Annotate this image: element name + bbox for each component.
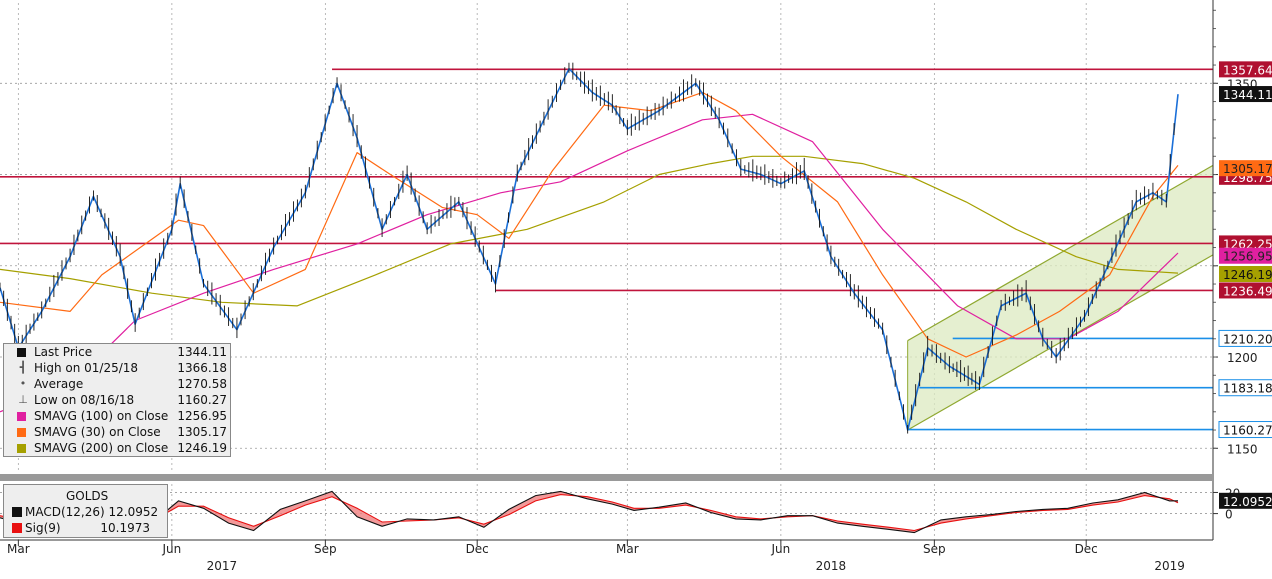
legend-value-low: 1160.27 — [177, 393, 227, 407]
value-tag-1256.95-bg — [1219, 247, 1272, 264]
series-layer — [0, 62, 1179, 434]
level-tag-1236.49-bg — [1219, 282, 1272, 299]
level-tag-1210.20: 1210.20 — [1223, 332, 1272, 346]
macd-tick-label: 0 — [1225, 508, 1233, 522]
price-tick-label: 1150 — [1227, 442, 1258, 456]
legend-label-low: Low on 08/16/18 — [34, 393, 135, 407]
level-tag-1160.27: 1160.27 — [1223, 424, 1272, 438]
level-tag-1236.49: 1236.49 — [1223, 284, 1272, 298]
legend-label-sma30: SMAVG (30) on Close — [34, 425, 161, 439]
level-tag-1357.64: 1357.64 — [1223, 63, 1272, 77]
legend-value-last-price: 1344.11 — [177, 345, 227, 359]
legend-swatch-last-price — [17, 348, 26, 357]
level-tag-1160.27-bg — [1218, 421, 1272, 439]
year-label: 2019 — [1154, 559, 1185, 573]
sma200-line — [0, 155, 1179, 307]
value-tag-1344.11-bg — [1219, 86, 1272, 103]
month-tick-label: Mar — [616, 542, 639, 556]
legend-label-high: High on 01/25/18 — [34, 361, 139, 375]
sma100-line — [0, 113, 1179, 413]
legend-swatch-sma200 — [17, 444, 26, 453]
year-label: 2018 — [816, 559, 847, 573]
macd-line — [0, 490, 1179, 534]
macd-value-tag-bg — [1219, 492, 1272, 509]
month-tick-label: Jun — [770, 542, 790, 556]
legend-swatch-sma30 — [17, 428, 26, 437]
macd-label: MACD(12,26) — [25, 505, 105, 519]
legend-value-sma30: 1305.17 — [177, 425, 227, 439]
signal-line — [0, 494, 1179, 532]
legend-value-average: 1270.58 — [177, 377, 227, 391]
low-marker-icon: ⊥ — [18, 393, 28, 406]
macd-value-tag: 12.0952 — [1223, 495, 1272, 509]
month-tick-label: Sep — [314, 542, 337, 556]
month-tick-label: Mar — [7, 542, 30, 556]
macd-legend: GOLDS MACD(12,26) 12.0952 Sig(9) 10.1973 — [3, 484, 168, 538]
labels-layer: 1357.641298.751262.251236.491210.201183.… — [1218, 61, 1272, 509]
month-tick-label: Dec — [1075, 542, 1098, 556]
legend-row-average: • Average 1270.58 — [4, 376, 230, 392]
value-tag-1246.19: 1246.19 — [1223, 268, 1272, 282]
macd-value: 12.0952 — [108, 505, 159, 519]
average-marker-icon: • — [19, 377, 27, 390]
value-tag-1344.11: 1344.11 — [1223, 88, 1272, 102]
legend-row-sma30: SMAVG (30) on Close 1305.17 — [4, 424, 230, 440]
value-tag-1305.17-bg — [1219, 160, 1272, 177]
macd-ticker-title: GOLDS — [66, 489, 109, 503]
level-tag-1357.64-bg — [1219, 61, 1272, 78]
levels-layer — [0, 68, 1213, 431]
month-tick-label: Jun — [161, 542, 181, 556]
signal-legend-row: Sig(9) 10.1973 — [12, 520, 150, 536]
month-tick-label: Sep — [923, 542, 946, 556]
signal-value: 10.1973 — [100, 521, 151, 535]
legend-row-low: ⊥ Low on 08/16/18 1160.27 — [4, 392, 230, 408]
legend-value-sma100: 1256.95 — [177, 409, 227, 423]
legend-row-high: ┫ High on 01/25/18 1366.18 — [4, 360, 230, 376]
high-marker-icon: ┫ — [19, 361, 27, 374]
level-tag-1262.25-bg — [1219, 235, 1272, 252]
signal-label: Sig(9) — [25, 521, 61, 535]
legend-swatch-sma100 — [17, 412, 26, 421]
value-tag-1256.95: 1256.95 — [1223, 250, 1272, 264]
macd-legend-row: MACD(12,26) 12.0952 — [12, 504, 158, 520]
legend-label-last-price: Last Price — [34, 345, 93, 359]
price-tick-label: 1200 — [1227, 351, 1258, 365]
year-label: 2017 — [207, 559, 238, 573]
grid-layer — [0, 3, 1213, 540]
legend-value-sma200: 1246.19 — [177, 441, 227, 455]
macd-layer — [0, 490, 1179, 534]
level-tag-1183.18: 1183.18 — [1223, 382, 1272, 396]
month-tick-label: Dec — [466, 542, 489, 556]
legend-label-sma100: SMAVG (100) on Close — [34, 409, 169, 423]
level-tag-1183.18-bg — [1218, 379, 1272, 397]
legend-label-average: Average — [34, 377, 84, 391]
legend-value-high: 1366.18 — [177, 361, 227, 375]
legend-label-sma200: SMAVG (200) on Close — [34, 441, 169, 455]
panel-separator — [0, 474, 1213, 481]
legend-row-sma100: SMAVG (100) on Close 1256.95 — [4, 408, 230, 424]
legend-row-sma200: SMAVG (200) on Close 1246.19 — [4, 440, 230, 456]
level-tag-1210.20-bg — [1218, 329, 1272, 347]
value-tag-1305.17: 1305.17 — [1223, 162, 1272, 176]
price-legend: Last Price 1344.11 ┫ High on 01/25/18 13… — [3, 343, 231, 457]
value-tag-1246.19-bg — [1219, 265, 1272, 282]
signal-swatch — [12, 523, 22, 533]
legend-row-last-price: Last Price 1344.11 — [4, 344, 230, 360]
sma30-line — [0, 91, 1179, 358]
macd-swatch — [12, 507, 22, 517]
